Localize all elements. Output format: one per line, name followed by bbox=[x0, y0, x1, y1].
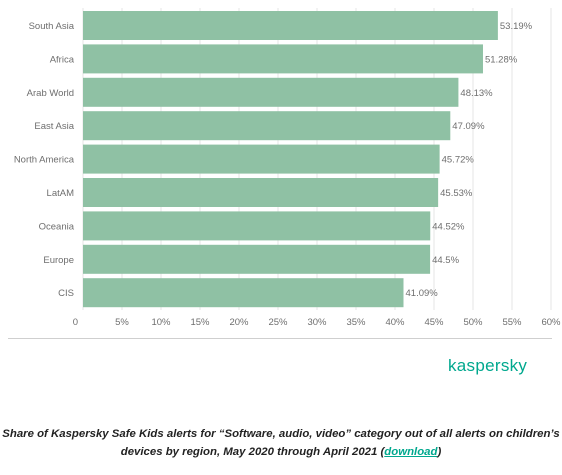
value-label: 51.28% bbox=[485, 54, 518, 65]
x-tick-label: 10% bbox=[151, 317, 171, 328]
x-tick-label: 40% bbox=[385, 317, 405, 328]
category-label: Africa bbox=[50, 54, 75, 65]
value-label: 44.52% bbox=[432, 221, 465, 232]
bar bbox=[83, 178, 439, 207]
bar bbox=[83, 211, 431, 241]
x-tick-label: 50% bbox=[463, 317, 483, 328]
chart-caption: Share of Kaspersky Safe Kids alerts for … bbox=[0, 425, 562, 461]
bar bbox=[83, 44, 483, 74]
bar bbox=[83, 244, 431, 274]
category-label: Europe bbox=[43, 255, 74, 266]
category-label: East Asia bbox=[34, 121, 74, 132]
category-label: CIS bbox=[58, 288, 74, 299]
x-tick-label: 35% bbox=[346, 317, 366, 328]
category-label: Arab World bbox=[27, 88, 74, 99]
value-label: 45.72% bbox=[442, 155, 475, 166]
x-tick-labels: 0 5% 10% 15% 20% 25% 30% 35% 40% 45% 50% 55% 60% bbox=[73, 317, 561, 328]
category-label: North America bbox=[14, 155, 75, 166]
x-tick-label: 45% bbox=[424, 317, 444, 328]
value-labels: 53.19% 51.28% 48.13% 47.09% 45.72% 45.53% 44.5… bbox=[406, 21, 533, 299]
bar bbox=[83, 11, 498, 40]
x-tick-label: 60% bbox=[541, 317, 561, 328]
value-label: 47.09% bbox=[452, 121, 485, 132]
bar bbox=[83, 77, 459, 107]
caption-text: Share of Kaspersky Safe Kids alerts for … bbox=[2, 428, 560, 458]
x-tick-label: 15% bbox=[190, 317, 210, 328]
bar bbox=[83, 144, 440, 174]
x-tick-label: 20% bbox=[229, 317, 249, 328]
value-label: 45.53% bbox=[440, 188, 473, 199]
category-labels: South Asia Africa Arab World East Asia North… bbox=[14, 21, 75, 299]
bar bbox=[83, 111, 451, 141]
category-label: LatAM bbox=[47, 188, 75, 199]
bar bbox=[83, 278, 404, 308]
category-label: Oceania bbox=[39, 221, 75, 232]
logo-text: kaspersky bbox=[448, 356, 528, 375]
bar-chart: South Asia Africa Arab World East Asia North… bbox=[14, 8, 561, 328]
category-label: South Asia bbox=[29, 21, 75, 32]
value-label: 53.19% bbox=[500, 21, 533, 32]
x-tick-label: 25% bbox=[268, 317, 288, 328]
caption-close: ) bbox=[437, 446, 442, 458]
x-tick-label: 55% bbox=[502, 317, 522, 328]
x-tick-label: 0 bbox=[73, 317, 78, 328]
x-tick-label: 30% bbox=[307, 317, 327, 328]
value-label: 48.13% bbox=[460, 88, 493, 99]
kaspersky-logo: kaspersky bbox=[448, 356, 548, 380]
divider bbox=[8, 338, 552, 339]
download-link[interactable]: download bbox=[384, 446, 438, 458]
x-tick-label: 5% bbox=[115, 317, 129, 328]
value-label: 41.09% bbox=[406, 288, 439, 299]
value-label: 44.5% bbox=[432, 255, 459, 266]
bars bbox=[83, 11, 498, 308]
